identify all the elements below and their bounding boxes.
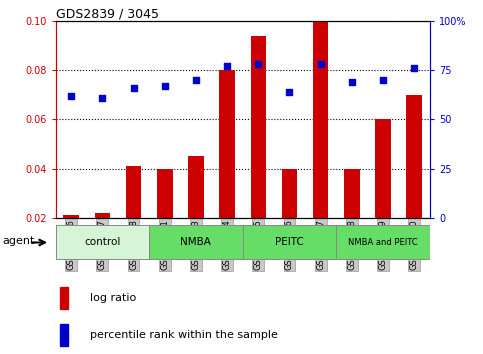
Point xyxy=(285,89,293,95)
Bar xyxy=(344,169,360,218)
Point xyxy=(223,64,231,69)
Text: NMBA: NMBA xyxy=(181,238,212,247)
Bar xyxy=(219,70,235,218)
Bar xyxy=(282,169,298,218)
Bar xyxy=(60,324,68,346)
Text: percentile rank within the sample: percentile rank within the sample xyxy=(90,330,278,340)
Point xyxy=(192,77,200,83)
FancyBboxPatch shape xyxy=(149,225,242,259)
Point xyxy=(99,95,106,101)
Point xyxy=(348,79,356,85)
Bar xyxy=(313,21,328,218)
Text: control: control xyxy=(84,238,121,247)
Bar xyxy=(126,166,142,218)
Point xyxy=(379,77,387,83)
Bar xyxy=(95,213,110,218)
Point xyxy=(67,93,75,99)
Point xyxy=(161,83,169,89)
Bar xyxy=(188,156,204,218)
Point xyxy=(255,62,262,67)
Bar xyxy=(60,287,68,309)
Bar xyxy=(157,169,172,218)
FancyBboxPatch shape xyxy=(242,225,336,259)
Text: agent: agent xyxy=(3,236,35,246)
Point xyxy=(129,85,137,91)
Point xyxy=(411,65,418,71)
Text: log ratio: log ratio xyxy=(90,293,136,303)
Point xyxy=(317,62,325,67)
Bar xyxy=(251,36,266,218)
Text: NMBA and PEITC: NMBA and PEITC xyxy=(348,238,418,247)
Text: GDS2839 / 3045: GDS2839 / 3045 xyxy=(56,7,158,20)
Bar xyxy=(375,119,391,218)
Bar xyxy=(63,215,79,218)
FancyBboxPatch shape xyxy=(56,225,149,259)
Bar xyxy=(407,95,422,218)
FancyBboxPatch shape xyxy=(336,225,430,259)
Text: PEITC: PEITC xyxy=(275,238,304,247)
